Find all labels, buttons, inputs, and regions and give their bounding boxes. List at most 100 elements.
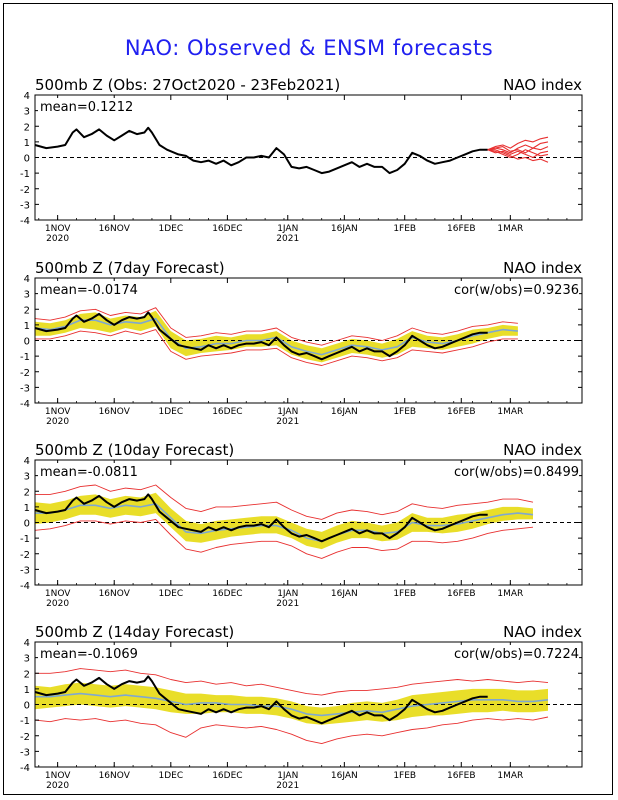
y-tick-label: 4 — [24, 274, 30, 285]
x-tick-year-label: 2020 — [46, 781, 69, 791]
y-tick-label: 4 — [24, 456, 30, 467]
figure-frame — [3, 3, 613, 795]
x-tick-label: 1MAR — [497, 589, 523, 599]
x-tick-year-label: 2020 — [46, 417, 69, 427]
y-tick-label: 1 — [24, 503, 30, 514]
x-tick-label: 1JAN — [277, 589, 298, 599]
x-tick-label: 16JAN — [331, 589, 358, 599]
x-tick-label: 16JAN — [331, 224, 358, 234]
x-tick-label: 16DEC — [212, 589, 242, 599]
panel-title: 500mb Z (7day Forecast) — [35, 259, 225, 277]
ensemble-spread-band — [35, 492, 533, 550]
y-tick-label: 4 — [24, 638, 30, 649]
y-tick-label: -2 — [20, 368, 30, 379]
panel-title: 500mb Z (Obs: 27Oct2020 - 23Feb2021) — [35, 76, 340, 94]
chart-panel-2: 500mb Z (7day Forecast) NAO index 4 3 2 1 0 -1 -… — [20, 259, 583, 427]
y-tick-label: 2 — [24, 122, 30, 133]
chart-panel-3: 500mb Z (10day Forecast) NAO index 4 3 2 1 0 -1… — [20, 441, 583, 609]
x-tick-year-label: 2021 — [276, 417, 299, 427]
y-tick-label: -1 — [20, 716, 30, 727]
y-tick-label: -4 — [20, 763, 30, 774]
stat-background — [38, 98, 156, 114]
y-tick-label: -4 — [20, 216, 30, 227]
x-tick-label: 16FEB — [447, 589, 476, 599]
stat-background — [38, 281, 156, 297]
x-tick-year-label: 2021 — [276, 599, 299, 609]
y-tick-label: -2 — [20, 550, 30, 561]
x-tick-label: 1DEC — [158, 407, 183, 417]
y-tick-label: -2 — [20, 732, 30, 743]
x-tick-label: 16DEC — [212, 771, 242, 781]
panel-index-label: NAO index — [503, 441, 582, 459]
y-tick-label: -3 — [20, 383, 30, 394]
x-tick-label: 1DEC — [158, 589, 183, 599]
figure-title: NAO: Observed & ENSM forecasts — [124, 36, 494, 60]
ensemble-spread-band — [35, 682, 548, 725]
panel-correlation-stat: cor(w/obs)=0.8499 — [454, 465, 579, 480]
y-tick-label: 4 — [24, 91, 30, 102]
y-tick-label: 2 — [24, 487, 30, 498]
y-tick-label: -3 — [20, 747, 30, 758]
x-tick-label: 1JAN — [277, 771, 298, 781]
stat-background — [420, 281, 579, 297]
extreme-series-line — [34, 716, 549, 745]
extreme-series-line — [34, 518, 534, 559]
forecast-member-line — [487, 149, 549, 163]
x-tick-label: 16FEB — [447, 407, 476, 417]
mean-series-line — [35, 692, 549, 717]
y-tick-label: 0 — [24, 337, 30, 348]
x-tick-label: 16JAN — [331, 771, 358, 781]
panel-title: 500mb Z (14day Forecast) — [35, 623, 234, 641]
panel-mean-stat: mean=0.1212 — [40, 100, 133, 115]
panel-index-label: NAO index — [503, 76, 582, 94]
x-tick-label: 1MAR — [497, 771, 523, 781]
x-tick-label: 16DEC — [212, 407, 242, 417]
x-tick-year-label: 2021 — [276, 781, 299, 791]
stat-background — [420, 463, 579, 479]
x-tick-year-label: 2020 — [46, 234, 69, 244]
y-tick-label: -4 — [20, 581, 30, 592]
obs-series-line — [34, 126, 488, 175]
forecast-member-line — [487, 141, 549, 154]
y-tick-label: 0 — [24, 701, 30, 712]
x-tick-label: 1DEC — [158, 771, 183, 781]
stat-background — [420, 645, 579, 661]
x-tick-label: 1MAR — [497, 407, 523, 417]
x-tick-label: 1NOV — [45, 589, 71, 599]
obs-series-line — [34, 311, 488, 361]
x-tick-label: 1FEB — [393, 589, 416, 599]
y-tick-label: 1 — [24, 321, 30, 332]
chart-panel-4: 500mb Z (14day Forecast) NAO index 4 3 2 1 0 -1… — [20, 623, 583, 791]
panel-index-label: NAO index — [503, 623, 582, 641]
panel-correlation-stat: cor(w/obs)=0.7224 — [454, 647, 579, 662]
x-tick-label: 16DEC — [212, 224, 242, 234]
stat-background — [38, 463, 156, 479]
y-tick-label: 2 — [24, 305, 30, 316]
extreme-series-line — [34, 307, 518, 346]
y-tick-label: 1 — [24, 138, 30, 149]
forecast-member-line — [487, 149, 549, 159]
y-tick-label: -3 — [20, 565, 30, 576]
extreme-series-line — [35, 484, 534, 520]
panel-mean-stat: mean=-0.0174 — [40, 283, 138, 298]
x-tick-label: 1NOV — [45, 224, 71, 234]
y-tick-label: -3 — [20, 200, 30, 211]
x-tick-label: 16JAN — [331, 407, 358, 417]
y-tick-label: 3 — [24, 107, 30, 118]
y-tick-label: -1 — [20, 534, 30, 545]
y-tick-label: -4 — [20, 399, 30, 410]
x-tick-label: 1NOV — [45, 771, 71, 781]
x-tick-label: 16NOV — [99, 589, 131, 599]
x-tick-label: 16NOV — [99, 224, 131, 234]
x-tick-year-label: 2021 — [276, 234, 299, 244]
x-tick-label: 16FEB — [447, 224, 476, 234]
y-tick-label: -1 — [20, 169, 30, 180]
y-tick-label: -1 — [20, 352, 30, 363]
extreme-series-line — [35, 668, 549, 696]
panel-title: 500mb Z (10day Forecast) — [35, 441, 234, 459]
y-tick-label: 3 — [24, 654, 30, 665]
forecast-member-line — [487, 136, 549, 151]
x-tick-label: 1FEB — [393, 407, 416, 417]
obs-series-line — [34, 493, 488, 543]
